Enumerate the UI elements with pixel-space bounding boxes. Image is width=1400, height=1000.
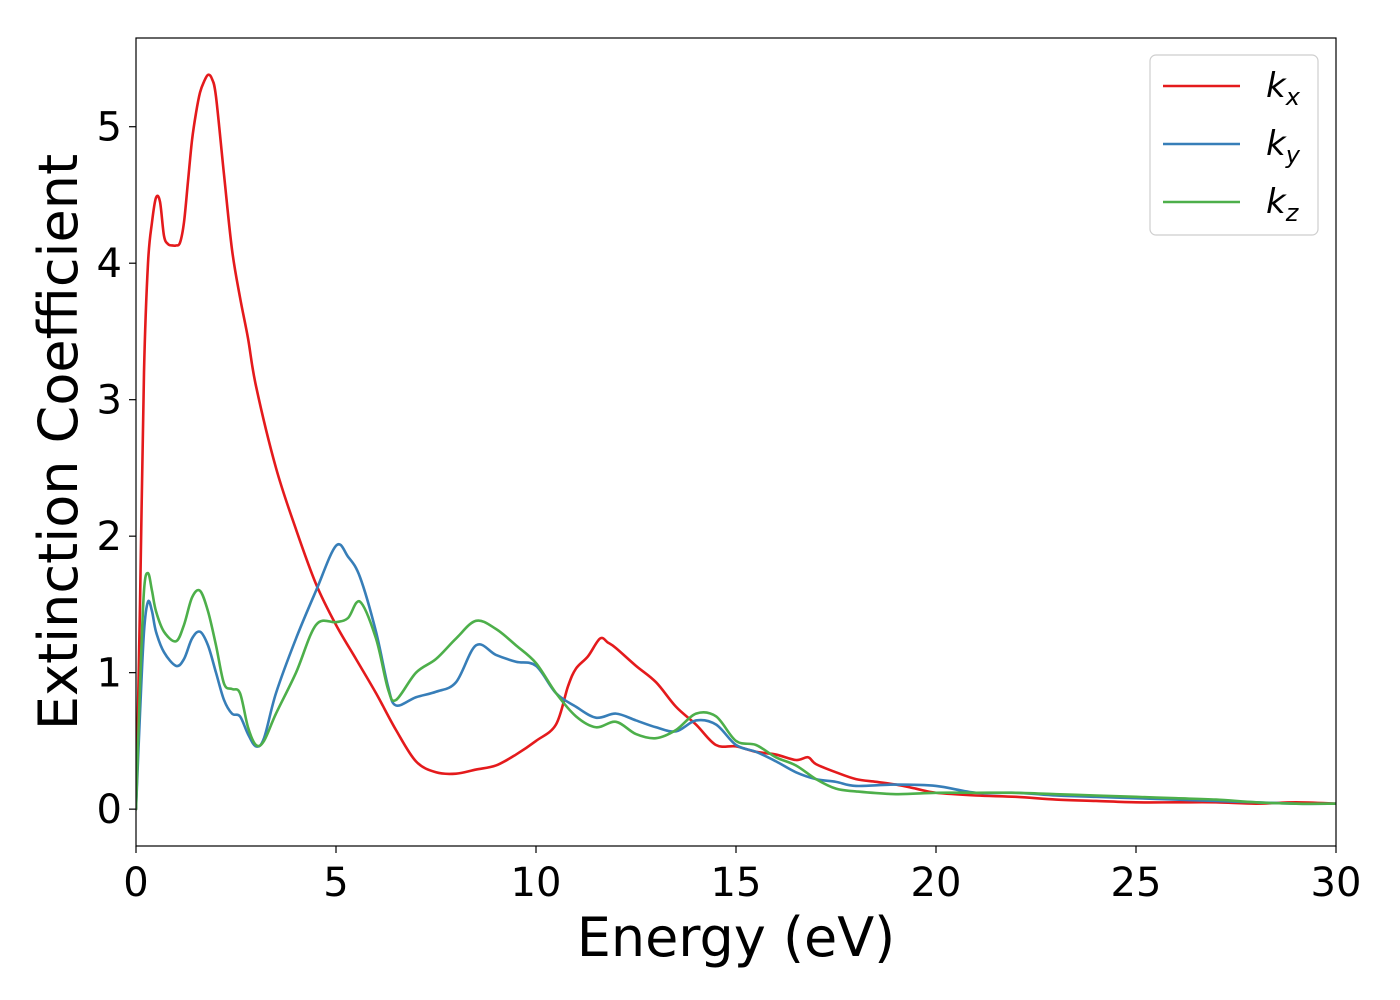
y-axis-title: Extinction Coefficient xyxy=(27,154,90,730)
series-line-ky xyxy=(136,543,1336,811)
series-layer xyxy=(136,73,1336,811)
x-tick-label: 25 xyxy=(1111,860,1162,906)
y-tick-label: 5 xyxy=(97,105,122,151)
x-tick-label: 0 xyxy=(123,860,148,906)
y-axis-ticks: 0 1 2 3 4 5 xyxy=(97,105,136,833)
x-axis-ticks: 0 5 10 15 20 25 30 xyxy=(123,846,1361,906)
x-tick-label: 10 xyxy=(511,860,562,906)
y-tick-label: 2 xyxy=(97,514,122,560)
y-tick-label: 4 xyxy=(97,241,122,287)
series-line-kx xyxy=(136,73,1336,811)
x-axis-title: Energy (eV) xyxy=(577,906,896,969)
y-tick-label: 1 xyxy=(97,651,122,697)
x-tick-label: 30 xyxy=(1311,860,1362,906)
y-tick-label: 3 xyxy=(97,378,122,424)
x-tick-label: 5 xyxy=(323,860,348,906)
y-tick-label: 0 xyxy=(97,787,122,833)
x-tick-label: 15 xyxy=(711,860,762,906)
x-tick-label: 20 xyxy=(911,860,962,906)
series-line-kz xyxy=(136,571,1336,811)
